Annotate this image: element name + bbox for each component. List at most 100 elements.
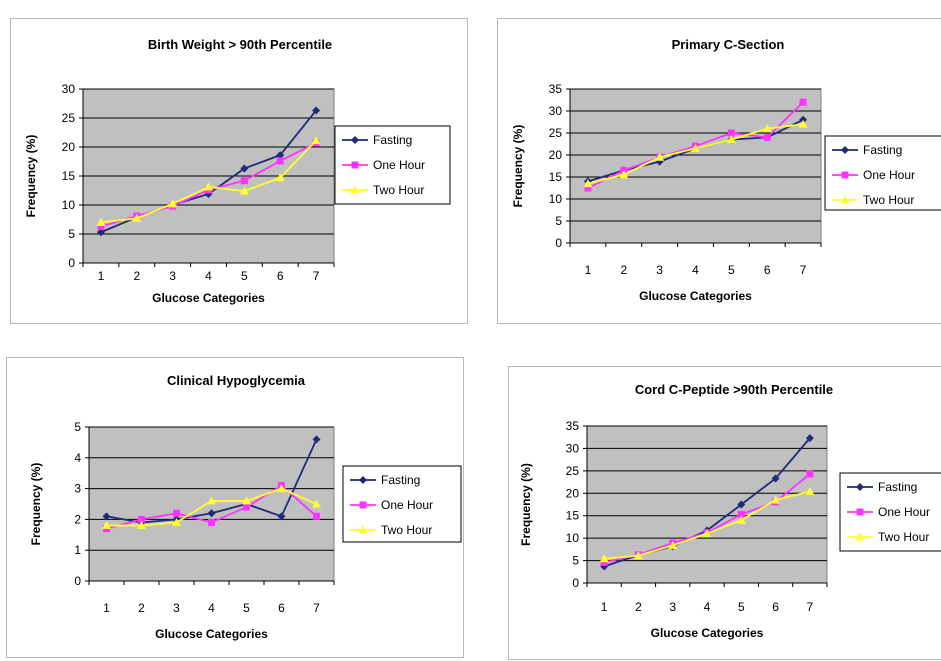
y-axis-title: Frequency (%) (519, 463, 533, 546)
data-point (243, 503, 250, 511)
data-point (204, 182, 213, 191)
y-tick-label: 0 (555, 236, 562, 250)
legend-marker (841, 171, 849, 179)
x-tick-label: 6 (772, 600, 779, 614)
legend-label: Fasting (381, 473, 420, 487)
data-point (168, 199, 178, 208)
legend-marker (840, 195, 850, 204)
data-point (240, 164, 249, 173)
series-two-hour (583, 119, 808, 188)
y-tick-label: 15 (549, 170, 563, 184)
y-tick-label: 25 (549, 126, 563, 140)
y-tick-label: 0 (572, 576, 579, 590)
chart-title: Primary C-Section (672, 37, 785, 52)
legend-label: Fasting (373, 133, 412, 147)
data-point (619, 170, 629, 179)
x-tick-label: 4 (208, 601, 215, 615)
y-tick-label: 5 (555, 214, 562, 228)
series-two-hour (96, 136, 321, 226)
data-point (240, 177, 248, 185)
y-tick-label: 1 (74, 543, 81, 557)
data-point (102, 512, 111, 521)
data-point (762, 124, 772, 133)
y-tick-label: 3 (74, 482, 81, 496)
x-axis-title: Glucose Categories (639, 289, 752, 303)
y-tick-label: 20 (62, 140, 76, 154)
x-tick-label: 5 (241, 269, 248, 283)
y-tick-label: 35 (566, 419, 580, 433)
legend: Fasting One Hour Two Hour (839, 472, 941, 552)
y-tick-label: 30 (549, 104, 563, 118)
data-point (276, 157, 284, 165)
legend-label: Fasting (878, 480, 917, 494)
y-tick-label: 20 (549, 148, 563, 162)
y-tick-label: 10 (62, 198, 76, 212)
y-tick-label: 20 (566, 486, 580, 500)
y-tick-label: 15 (566, 509, 580, 523)
data-point (277, 484, 286, 493)
data-point (172, 517, 181, 526)
y-axis-title: Frequency (%) (511, 125, 525, 208)
data-point (600, 562, 609, 571)
legend-label: Two Hour (863, 193, 914, 207)
x-tick-label: 1 (601, 600, 608, 614)
chart-title: Clinical Hypoglycemia (167, 373, 306, 388)
data-point (584, 184, 592, 192)
x-tick-label: 4 (704, 600, 711, 614)
y-tick-label: 10 (549, 192, 563, 206)
y-tick-label: 25 (62, 111, 76, 125)
data-point (599, 554, 609, 563)
data-point (736, 515, 746, 524)
legend-marker (358, 525, 368, 534)
data-point (311, 136, 321, 145)
data-point (726, 135, 736, 144)
y-tick-label: 35 (549, 82, 563, 96)
data-point (799, 98, 807, 106)
x-tick-label: 7 (800, 263, 807, 277)
data-point (805, 486, 815, 495)
legend-marker (351, 136, 359, 144)
data-point (737, 510, 745, 518)
data-point (633, 551, 643, 560)
data-point (805, 434, 814, 443)
y-tick-label: 30 (62, 82, 76, 96)
data-point (138, 515, 145, 523)
legend-marker (350, 185, 360, 194)
x-tick-label: 3 (656, 263, 663, 277)
data-point (798, 119, 808, 128)
chart-panel-clinical-hypoglycemia: Clinical Hypoglycemia 0 1 2 3 4 5 1 2 3 4 5 6 7 Glucos… (6, 357, 464, 658)
data-point (276, 151, 285, 160)
chart-birth-weight: Birth Weight > 90th Percentile0510152025… (24, 37, 451, 305)
data-point (208, 518, 215, 526)
y-tick-label: 15 (62, 169, 76, 183)
legend-label: Two Hour (373, 183, 424, 197)
legend-marker (856, 483, 864, 491)
y-tick-label: 5 (74, 420, 81, 434)
data-point (97, 222, 105, 230)
data-point (207, 496, 216, 505)
legend-label: One Hour (863, 168, 915, 182)
x-tick-label: 5 (728, 263, 735, 277)
data-point (102, 521, 111, 530)
data-point (600, 558, 608, 566)
legend-label: One Hour (878, 505, 930, 519)
x-tick-label: 6 (277, 269, 284, 283)
x-tick-label: 5 (738, 600, 745, 614)
y-tick-label: 5 (572, 554, 579, 568)
legend-marker (841, 146, 849, 154)
x-tick-label: 2 (635, 600, 642, 614)
data-point (173, 509, 180, 517)
data-point (312, 435, 321, 444)
legend: Fasting One Hour Two Hour (824, 135, 941, 211)
y-tick-label: 0 (74, 574, 81, 588)
x-axis-title: Glucose Categories (651, 626, 764, 640)
y-tick-label: 25 (566, 464, 580, 478)
x-tick-label: 2 (620, 263, 627, 277)
data-point (132, 213, 142, 222)
data-point (96, 217, 106, 226)
chart-panel-primary-c-section: Primary C-Section 0 5 10 15 20 25 30 35 1 2 3 4 5 6 7 Gl… (497, 18, 941, 324)
chart-cord-c-peptide: Cord C-Peptide >90th Percentile051015202… (519, 382, 941, 640)
chart-primary-c-section: Primary C-Section 0 5 10 15 20 25 30 35 1 2 3 4 5 6 7 Gl… (511, 37, 941, 303)
data-point (668, 540, 678, 549)
data-point (137, 521, 146, 530)
